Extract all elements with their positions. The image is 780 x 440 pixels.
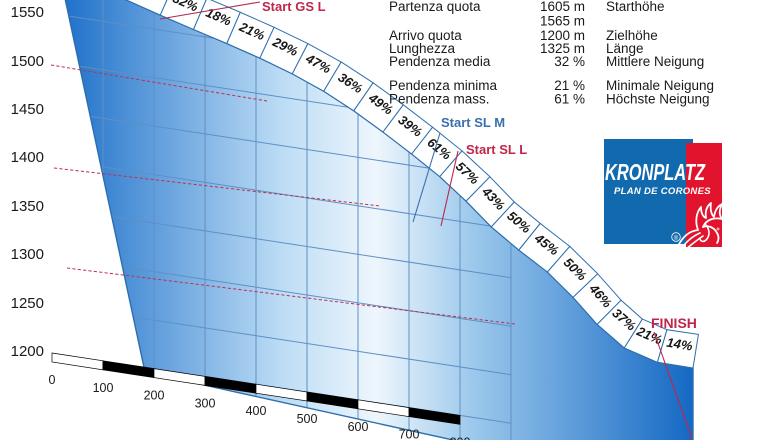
- svg-text:Start SL L: Start SL L: [466, 142, 527, 157]
- svg-text:600: 600: [348, 420, 369, 434]
- svg-text:1250: 1250: [11, 295, 44, 312]
- svg-text:Pendenza mass.: Pendenza mass.: [389, 92, 490, 107]
- svg-text:1200: 1200: [11, 343, 44, 360]
- svg-text:Partenza quota: Partenza quota: [389, 0, 481, 14]
- svg-text:1500: 1500: [11, 53, 44, 70]
- svg-text:Pendenza media: Pendenza media: [389, 54, 491, 69]
- svg-text:Starthöhe: Starthöhe: [606, 0, 665, 14]
- svg-text:400: 400: [246, 404, 267, 418]
- svg-text:700: 700: [399, 428, 420, 440]
- svg-text:61 %: 61 %: [554, 92, 585, 107]
- svg-text:PLAN DE CORONES: PLAN DE CORONES: [614, 186, 711, 197]
- svg-text:1300: 1300: [11, 246, 44, 263]
- svg-text:300: 300: [195, 396, 216, 410]
- svg-text:100: 100: [93, 381, 114, 395]
- svg-text:500: 500: [297, 412, 318, 426]
- svg-text:FINISH: FINISH: [651, 315, 697, 331]
- svg-text:1450: 1450: [11, 101, 44, 118]
- svg-text:1400: 1400: [11, 149, 44, 166]
- svg-text:Höchste Neigung: Höchste Neigung: [606, 92, 710, 107]
- svg-text:0: 0: [49, 373, 56, 387]
- svg-text:32 %: 32 %: [554, 54, 585, 69]
- svg-text:KRONPLATZ: KRONPLATZ: [605, 159, 706, 185]
- svg-text:Mittlere Neigung: Mittlere Neigung: [606, 54, 704, 69]
- svg-text:1565 m: 1565 m: [540, 14, 585, 29]
- svg-text:1550: 1550: [11, 4, 44, 21]
- svg-text:1350: 1350: [11, 198, 44, 215]
- svg-text:Start GS L: Start GS L: [262, 0, 326, 14]
- svg-text:1605 m: 1605 m: [540, 0, 585, 14]
- svg-text:Start SL M: Start SL M: [441, 115, 505, 130]
- svg-text:200: 200: [144, 389, 165, 403]
- svg-text:®: ®: [674, 235, 679, 242]
- svg-text:800: 800: [450, 435, 471, 440]
